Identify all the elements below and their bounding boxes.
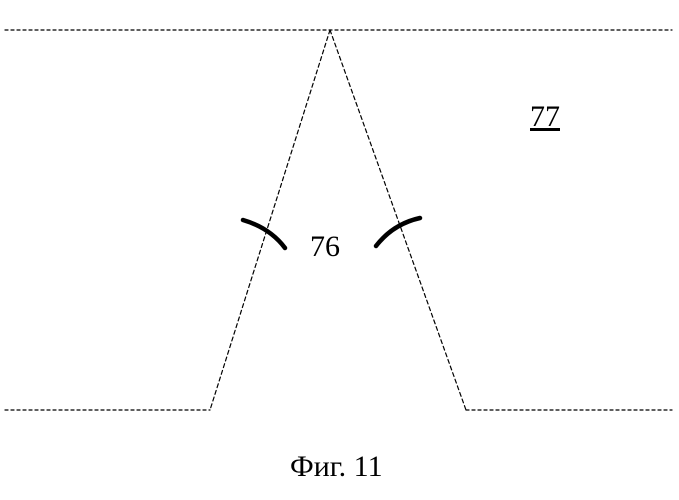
- triangle-left-side: [210, 30, 330, 410]
- angle-arc-right: [376, 218, 420, 246]
- figure-container: 76 77 Фиг. 11: [0, 0, 679, 500]
- figure-caption: Фиг. 11: [290, 450, 383, 484]
- angle-arc-left: [243, 220, 285, 248]
- angle-label: 76: [310, 230, 340, 264]
- reference-label: 77: [530, 100, 560, 134]
- triangle-right-side: [330, 30, 466, 410]
